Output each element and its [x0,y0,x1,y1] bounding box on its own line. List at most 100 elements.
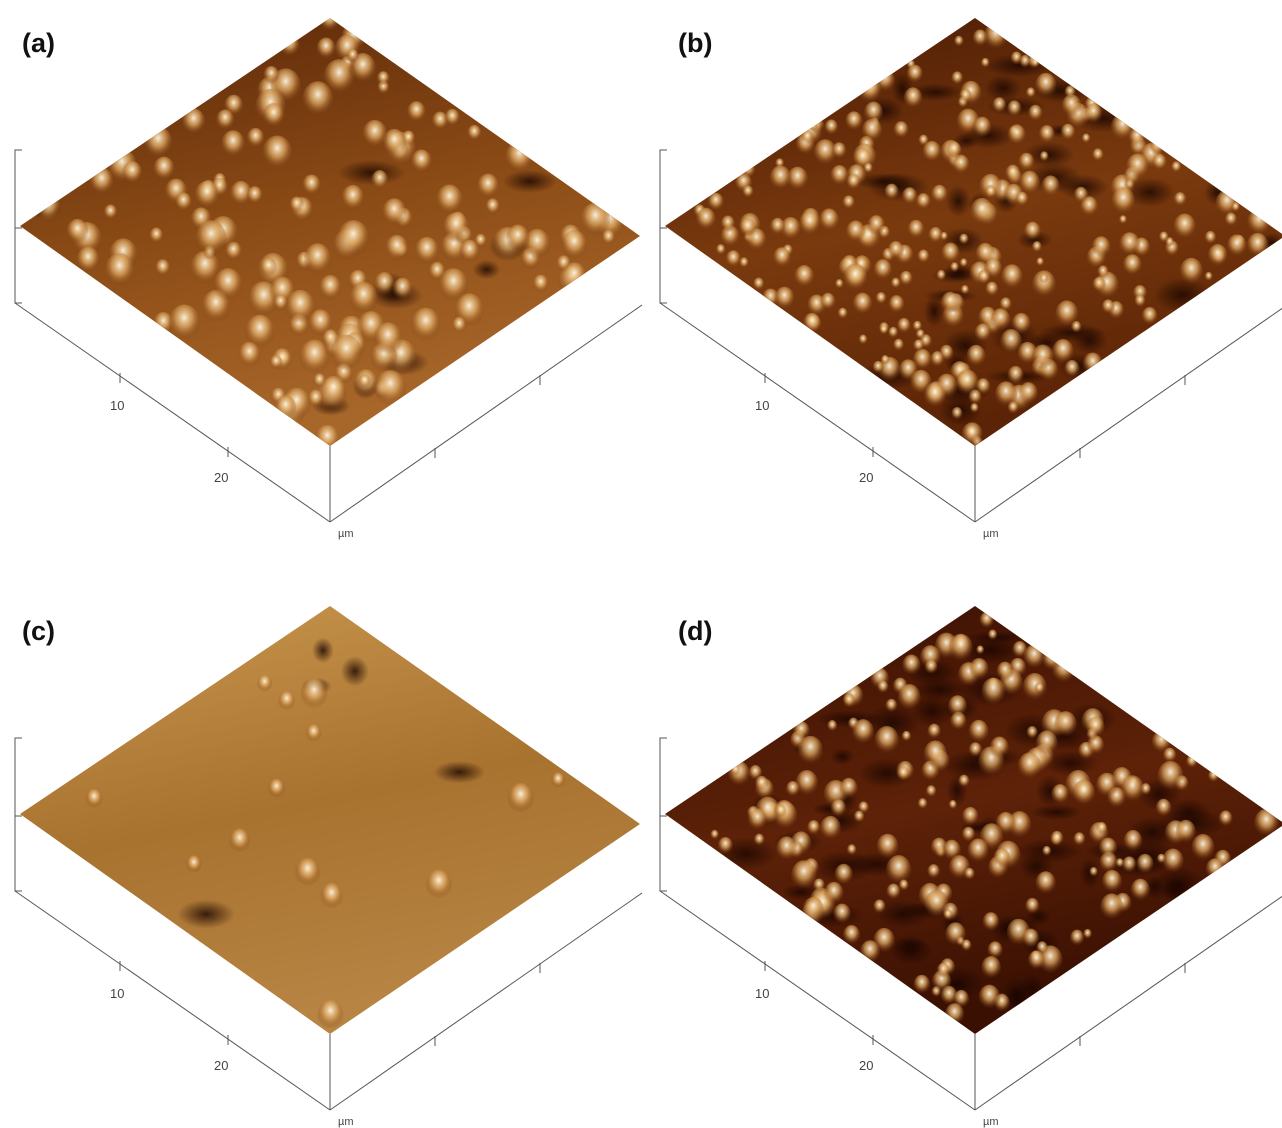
bump [886,883,900,900]
bump [247,186,263,205]
bump [411,149,432,174]
bump [937,963,950,979]
bump [1001,264,1023,290]
bump [864,101,883,124]
bump [877,681,888,695]
bump [1136,854,1154,875]
bump [842,195,854,210]
bump [1018,752,1041,780]
bump [1112,187,1136,215]
bump [956,370,979,397]
bump [958,775,969,789]
bump [1055,300,1078,328]
bump [1036,257,1044,267]
bump [1152,154,1167,172]
bump [1036,871,1056,895]
bump [859,334,868,345]
bump [803,313,821,334]
bump [961,285,970,295]
bump [1031,58,1040,68]
bump [997,662,1014,682]
bump [505,141,533,175]
bump [1035,73,1056,98]
panel-label: (b) [678,28,712,58]
pit [889,938,934,965]
bump [930,351,944,368]
bump [324,59,355,96]
bump [886,855,911,885]
bump [888,241,904,260]
bump [1100,893,1123,920]
bump [86,789,103,809]
bump [1174,192,1187,207]
bump [1134,295,1145,308]
bump [979,985,1000,1011]
bump [375,370,406,407]
pit [473,260,501,279]
bump [830,165,848,187]
bump [820,816,841,841]
bump [962,807,978,827]
bump [1247,209,1270,237]
bump [819,208,839,232]
pit [341,656,369,686]
bump [1111,114,1134,142]
bump [196,220,227,257]
bump [1126,153,1149,180]
bump [888,327,898,339]
bump [988,630,997,641]
bump [221,130,245,159]
bump [721,216,735,233]
bump [985,282,998,298]
bump [319,8,339,32]
bump [775,287,795,311]
bump [1070,930,1084,947]
bump [407,101,426,124]
bump [270,355,283,370]
pit [434,761,485,783]
bump [954,36,964,48]
bump [362,120,387,150]
bump [1102,870,1122,894]
bump [941,292,960,315]
bump [1156,799,1172,818]
bump [755,776,768,792]
bump [718,837,733,855]
bump [318,1000,343,1031]
bump [1092,236,1111,259]
bump [377,71,390,86]
bump [1208,770,1219,783]
bump [948,695,967,718]
bump [1082,133,1091,143]
bump [175,192,192,212]
bump [1073,780,1095,807]
bump [922,141,941,164]
bump [302,174,321,196]
bump [1019,153,1035,172]
bump [981,678,1005,707]
bump [1205,272,1213,282]
bump [770,165,791,191]
bump [331,335,362,373]
bump [1119,215,1127,225]
bump [321,376,347,407]
bump [195,181,220,211]
bump [854,811,865,824]
bump [969,720,989,744]
bump [1035,683,1045,694]
bump [506,225,529,253]
bump [263,66,279,85]
bump [897,766,910,781]
bump [245,315,274,350]
tick-label: 20 [859,470,873,485]
bump [1092,148,1104,162]
bump [320,883,342,910]
bump [876,292,887,305]
bump [1208,244,1228,268]
bump [1097,265,1108,279]
bump [186,855,201,873]
bump [907,65,923,84]
bump [1011,51,1023,65]
bump [1096,822,1107,835]
bump [980,612,994,629]
